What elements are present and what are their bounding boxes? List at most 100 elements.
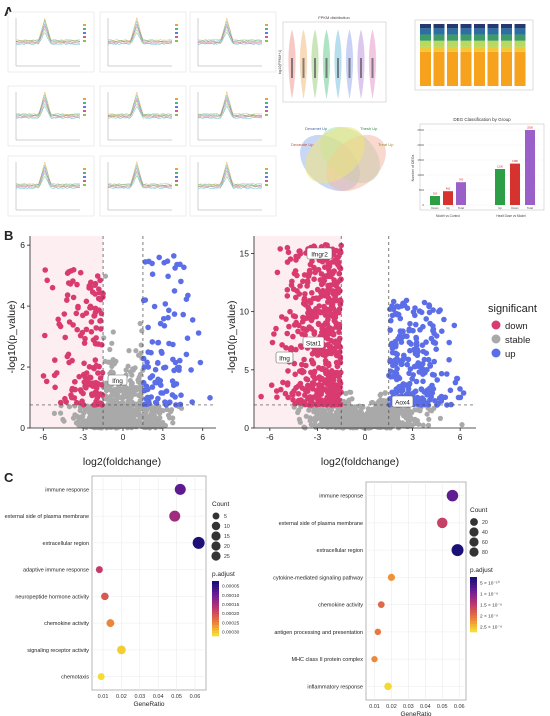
- point-down: [300, 278, 306, 285]
- point-down: [338, 249, 344, 256]
- point-stable: [459, 422, 465, 428]
- volcano-right: -6 -3 0 3 6 0 5 10 15 log2(foldchange) -log10(p_…: [226, 234, 476, 468]
- point-down: [99, 392, 106, 398]
- category-label: adaptive immune response: [23, 568, 89, 574]
- point-up: [145, 349, 151, 355]
- point-down: [83, 370, 90, 376]
- point-down: [284, 287, 291, 293]
- point-up: [414, 352, 421, 359]
- point-stable: [121, 419, 127, 426]
- volcano-left-points: [30, 236, 213, 431]
- point-stable: [127, 399, 133, 405]
- volcano-left-axes: -6 -3 0 3 6 0 2 4 6: [20, 236, 216, 442]
- stack-segment: [460, 34, 472, 41]
- stack-segment: [433, 46, 445, 52]
- point-down: [76, 373, 82, 380]
- point-up: [145, 364, 152, 370]
- color-legend-label: 1 × 10⁻⁹: [480, 592, 498, 598]
- point-up: [399, 358, 406, 364]
- point-down: [81, 340, 88, 346]
- y-tick-label: 2: [20, 362, 25, 372]
- deg-ytick: 1500: [417, 158, 424, 162]
- deg-bar: [510, 163, 520, 205]
- size-legend-dot: [211, 521, 221, 531]
- point-up: [189, 399, 195, 405]
- point-up: [421, 356, 428, 363]
- point-down: [284, 259, 291, 265]
- point-up: [148, 394, 154, 400]
- point-up: [165, 314, 171, 321]
- x-tick-label: -3: [314, 432, 322, 442]
- legend-label-stable: stable: [505, 335, 530, 346]
- point-stable: [100, 423, 106, 429]
- point-up: [423, 316, 430, 322]
- gene-label-stat1: Stat1: [302, 336, 325, 349]
- point-stable: [110, 370, 116, 376]
- deg-bar-value: 300: [433, 192, 438, 196]
- point-down: [333, 338, 339, 344]
- volcano-left-ylabel: -log10(p_value): [6, 301, 18, 374]
- point-down: [325, 287, 332, 294]
- point-up: [424, 387, 431, 393]
- volcano-left-gene-label: Ifng: [107, 374, 128, 386]
- point-up: [433, 346, 440, 352]
- point-stable: [379, 406, 385, 412]
- y-tick-label: 5: [244, 365, 249, 375]
- point-down: [97, 277, 103, 284]
- point-stable: [126, 348, 132, 354]
- point-stable: [394, 421, 401, 427]
- stack-segment: [460, 24, 472, 29]
- size-legend-dot: [469, 547, 479, 557]
- point-down: [337, 288, 343, 294]
- point-up: [403, 382, 410, 388]
- point-down: [52, 384, 58, 391]
- deg-bar-label: Down: [431, 206, 439, 210]
- deg-bar-value: 1380: [512, 159, 518, 163]
- enrichment-dot: [169, 510, 181, 522]
- point-down: [89, 289, 96, 295]
- deg-bar: [443, 191, 453, 205]
- x-tick-label: 0.01: [369, 704, 380, 710]
- size-legend-label: 25: [224, 554, 230, 560]
- point-down: [311, 331, 318, 337]
- point-down: [88, 319, 95, 325]
- point-down: [83, 298, 90, 305]
- point-down: [273, 388, 280, 394]
- point-down: [325, 264, 331, 271]
- point-down: [297, 283, 303, 289]
- stack-segment: [474, 24, 485, 29]
- deg-bar-label: Total: [527, 206, 533, 210]
- size-legend-label: 15: [224, 534, 230, 540]
- x-axis-label: GeneRatio: [400, 711, 431, 716]
- point-stable: [115, 403, 121, 409]
- point-up: [390, 298, 397, 305]
- point-down: [285, 249, 292, 256]
- point-up: [140, 355, 147, 362]
- point-down: [258, 393, 264, 400]
- stack-segment: [487, 51, 499, 86]
- point-down: [68, 392, 74, 398]
- point-down: [310, 360, 317, 367]
- category-label: chemokine activity: [44, 621, 89, 627]
- violin: [311, 29, 319, 99]
- size-legend-dot: [211, 531, 221, 541]
- point-stable: [162, 422, 168, 429]
- stack-segment: [487, 28, 499, 35]
- enrichment-dot: [101, 592, 109, 601]
- point-up: [433, 333, 440, 339]
- stack-segment: [460, 28, 472, 35]
- point-stable: [151, 417, 157, 424]
- point-up: [151, 303, 158, 310]
- x-tick-label: 0: [121, 432, 126, 442]
- category-label: extracellular region: [317, 548, 363, 554]
- point-down: [304, 279, 311, 286]
- deg-bar-value: 760: [459, 178, 464, 182]
- point-up: [404, 361, 411, 368]
- point-stable: [346, 389, 353, 395]
- point-stable: [340, 411, 346, 417]
- point-up: [389, 303, 395, 309]
- point-up: [171, 288, 178, 294]
- point-down: [44, 277, 50, 284]
- point-up: [423, 350, 430, 356]
- point-up: [430, 339, 437, 346]
